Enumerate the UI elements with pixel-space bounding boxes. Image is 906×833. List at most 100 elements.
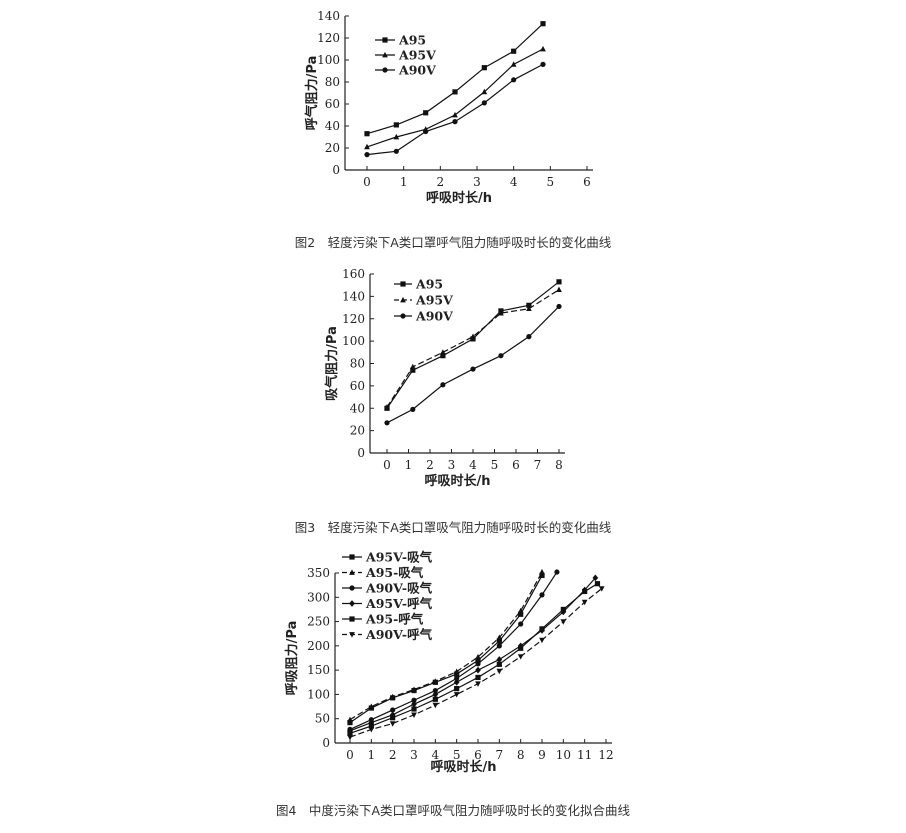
data-point [539,626,545,632]
legend-marker [349,569,355,575]
data-point [556,279,562,285]
data-point [347,730,353,736]
legend-label: A90V-呼气 [365,627,433,642]
data-point [440,349,446,355]
legend-marker [349,554,355,560]
y-tick-label: 60 [350,379,365,393]
x-tick-label: 1 [368,748,376,762]
data-point [510,61,517,67]
data-point [453,692,460,698]
x-tick-label: 0 [363,175,371,189]
legend-label: A95 [398,33,426,48]
legend-marker [400,313,406,319]
x-tick-label: 9 [538,748,546,762]
data-point [452,119,458,125]
legend-label: A95V-呼气 [365,596,433,611]
data-point [432,691,439,698]
data-point [452,89,458,95]
y-tick-label: 80 [325,75,340,89]
y-tick-label: 160 [342,267,365,281]
x-tick-label: 4 [469,458,477,472]
data-point [470,333,476,339]
x-tick-label: 8 [555,458,563,472]
y-tick-label: 50 [315,712,330,726]
data-point [511,77,517,83]
data-point [411,706,417,712]
data-point [539,568,545,575]
y-tick-label: 0 [332,163,340,177]
x-tick-label: 7 [534,458,542,472]
data-point [592,574,599,582]
data-point [423,110,429,116]
series-line [349,571,543,721]
data-point [390,707,396,713]
data-point [496,634,503,640]
y-tick-label: 350 [307,566,330,580]
data-point [518,645,524,651]
data-point [410,367,416,373]
data-point [368,723,374,729]
data-point [347,734,353,741]
x-tick-label: 12 [598,748,613,762]
y-tick-label: 140 [317,9,340,23]
x-tick-label: 0 [383,458,391,472]
data-point [560,619,567,625]
y-tick-label: 150 [307,663,330,677]
y-axis-label: 吸气阻力/Pa [324,326,340,401]
y-tick-label: 120 [317,31,340,45]
data-point [496,643,502,649]
data-point [389,693,396,700]
x-tick-label: 3 [473,175,481,189]
data-point [453,678,460,686]
y-tick-label: 60 [325,97,340,111]
legend-label: A90V [415,309,453,324]
x-tick-label: 5 [547,175,555,189]
legend-marker [349,632,355,638]
y-tick-label: 250 [307,615,330,629]
data-point [368,727,375,733]
y-tick-label: 0 [322,736,330,750]
data-point [364,143,370,150]
data-point [475,657,481,664]
legend-marker [349,616,355,622]
data-point [393,133,400,140]
data-point [364,131,370,137]
data-point [539,592,545,598]
y-tick-label: 140 [342,289,365,303]
legend-label: A95-呼气 [365,612,424,627]
data-point [384,420,390,426]
data-point [518,621,524,627]
y-tick-label: 80 [350,357,365,371]
data-point [498,353,504,359]
data-point [526,305,532,312]
data-point [481,65,487,71]
x-tick-label: 6 [583,175,591,189]
y-tick-label: 40 [325,119,340,133]
data-point [393,122,399,128]
data-point [454,675,460,681]
data-point [390,715,396,721]
data-point [432,696,438,702]
data-point [475,674,481,681]
data-point [432,687,438,694]
data-point [511,48,517,54]
data-point [364,152,370,158]
data-point [411,712,417,718]
legend-label: A95-吸气 [365,565,424,580]
legend-marker [349,585,355,591]
x-axis-label: 呼吸时长/h [430,759,496,775]
data-point [410,406,416,412]
data-point [470,366,476,372]
legend-label: A95V-吸气 [365,550,433,565]
data-point [539,637,545,644]
x-tick-label: 3 [410,748,418,762]
data-point [581,599,588,606]
y-axis-label: 呼气阻力/Pa [304,56,320,131]
data-point [540,61,546,67]
data-point [475,653,481,660]
data-point [540,21,546,27]
data-point [554,569,560,575]
x-tick-label: 0 [346,748,354,762]
series-line [386,281,560,409]
data-point [475,666,481,674]
